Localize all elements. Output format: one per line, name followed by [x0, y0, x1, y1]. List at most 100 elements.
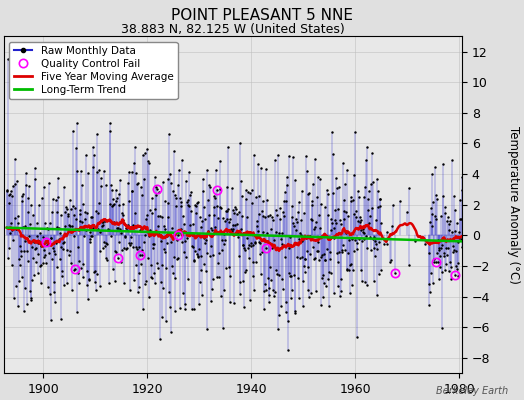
Point: [443, 252, 451, 258]
Point: [360, 194, 368, 200]
Point: [72, 168, 81, 174]
Point: [435, 245, 444, 252]
Point: [90, 152, 99, 158]
Point: [335, 183, 343, 190]
Point: [326, 270, 335, 276]
Point: [56, 244, 64, 250]
Point: [123, 245, 131, 252]
Point: [232, 231, 240, 238]
Point: [269, 287, 277, 293]
Point: [356, 226, 365, 233]
Point: [96, 283, 104, 290]
Point: [366, 212, 375, 219]
Point: [243, 214, 252, 220]
Point: [271, 157, 279, 163]
Point: [208, 227, 216, 234]
Point: [275, 272, 283, 278]
Point: [214, 215, 222, 221]
Point: [173, 254, 182, 261]
Point: [86, 214, 95, 220]
Point: [19, 223, 27, 230]
Point: [4, 245, 13, 252]
Point: [334, 283, 343, 290]
Point: [244, 245, 252, 251]
Point: [81, 227, 90, 233]
Point: [263, 197, 271, 203]
Point: [116, 226, 124, 232]
Point: [265, 299, 274, 306]
Point: [12, 282, 20, 289]
Point: [58, 273, 66, 280]
Point: [366, 234, 374, 240]
Point: [216, 204, 225, 210]
Point: [126, 242, 135, 248]
Point: [433, 250, 441, 256]
Point: [68, 222, 77, 229]
Point: [204, 196, 212, 203]
Point: [427, 270, 435, 276]
Point: [37, 280, 45, 286]
Point: [14, 220, 22, 226]
Point: [337, 276, 345, 282]
Point: [437, 213, 445, 220]
Point: [367, 246, 376, 253]
Point: [156, 212, 164, 219]
Point: [331, 207, 339, 214]
Point: [318, 200, 326, 207]
Point: [185, 168, 193, 175]
Point: [133, 181, 141, 187]
Point: [227, 229, 235, 236]
Point: [322, 283, 330, 290]
Point: [320, 250, 328, 257]
Point: [5, 199, 14, 206]
Point: [49, 244, 57, 251]
Point: [86, 228, 94, 235]
Point: [308, 216, 316, 223]
Point: [174, 232, 183, 238]
Point: [300, 210, 308, 217]
Point: [189, 258, 198, 265]
Point: [112, 187, 120, 193]
Point: [435, 252, 444, 259]
Point: [8, 193, 17, 199]
Point: [345, 237, 353, 243]
Point: [258, 208, 266, 214]
Point: [439, 161, 447, 168]
Point: [115, 202, 123, 208]
Point: [142, 215, 150, 222]
Point: [162, 318, 170, 324]
Point: [348, 196, 357, 203]
Point: [31, 165, 39, 171]
Point: [141, 232, 150, 238]
Point: [75, 210, 84, 217]
Point: [455, 216, 464, 222]
Point: [103, 240, 111, 247]
Point: [182, 235, 191, 241]
Point: [54, 194, 62, 200]
Point: [236, 279, 244, 285]
Point: [177, 199, 185, 205]
Point: [149, 245, 158, 251]
Point: [102, 254, 111, 261]
Point: [440, 250, 448, 256]
Point: [127, 188, 136, 194]
Point: [460, 292, 468, 298]
Point: [287, 272, 295, 279]
Point: [357, 237, 366, 244]
Point: [173, 255, 181, 262]
Point: [124, 198, 133, 204]
Point: [308, 202, 316, 208]
Point: [267, 277, 275, 284]
Point: [353, 239, 361, 246]
Point: [10, 214, 19, 221]
Point: [336, 288, 345, 294]
Point: [121, 234, 129, 240]
Point: [363, 144, 372, 150]
Point: [289, 220, 298, 226]
Point: [155, 189, 163, 196]
Point: [438, 242, 446, 248]
Point: [157, 238, 165, 244]
Point: [101, 218, 110, 224]
Point: [38, 242, 46, 249]
Point: [67, 206, 75, 212]
